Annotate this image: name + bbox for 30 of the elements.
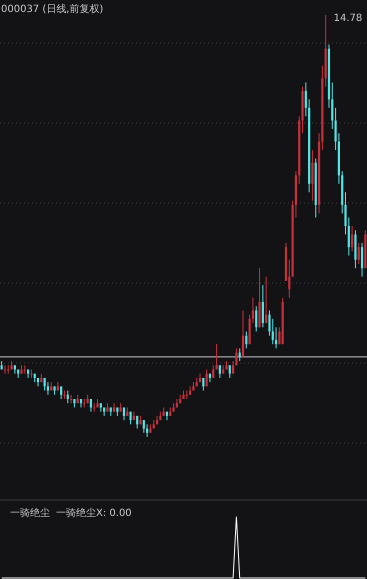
candlestick — [122, 406, 126, 421]
annotation: 一骑绝尘X: 0.00 — [56, 507, 132, 519]
candlestick — [212, 364, 214, 378]
candlestick — [130, 411, 132, 425]
candlestick — [60, 386, 62, 400]
candlestick — [255, 306, 258, 332]
candlestick — [206, 368, 208, 387]
candlestick — [66, 390, 69, 404]
candlestick — [265, 276, 268, 324]
candlestick — [245, 331, 248, 349]
candlestick — [351, 226, 354, 252]
chart-title: 000037 (日线,前复权) — [1, 3, 104, 15]
candlestick — [360, 242, 364, 278]
candlestick — [136, 415, 138, 430]
candlestick — [235, 348, 238, 366]
annotation: 14.78 — [334, 13, 362, 24]
candlestick — [142, 420, 145, 434]
candlestick — [268, 310, 271, 336]
candlestick — [146, 424, 148, 438]
candlestick — [311, 150, 314, 202]
candlestick — [202, 377, 204, 392]
candlestick — [90, 398, 92, 412]
candlestick — [44, 377, 46, 392]
candlestick — [262, 284, 264, 328]
candlestick — [242, 310, 244, 358]
candlestick — [228, 364, 231, 378]
text: 一骑绝尘 — [10, 507, 50, 519]
candlestick — [238, 348, 241, 362]
candlestick — [252, 297, 254, 324]
candlestick — [358, 242, 360, 264]
